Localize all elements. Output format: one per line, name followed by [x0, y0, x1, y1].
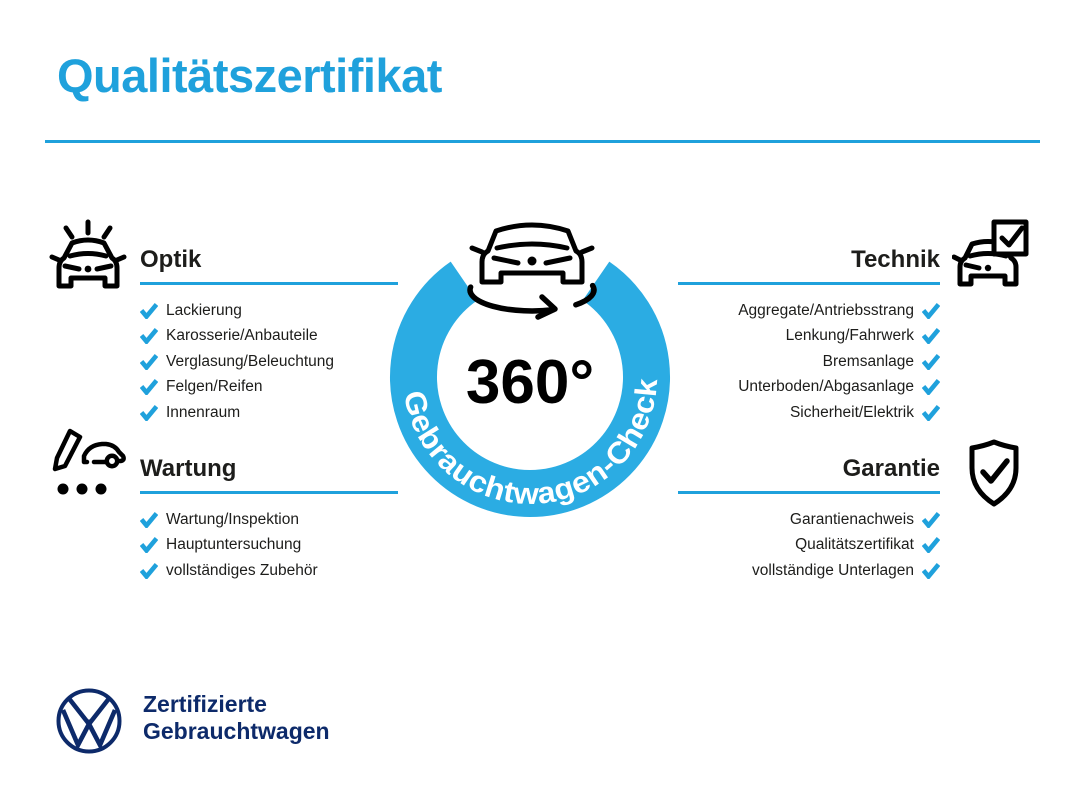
- checklist-item: Verglasung/Beleuchtung: [140, 349, 398, 375]
- checklist-garantie: Garantienachweis Qualitätszertifikat vol…: [678, 507, 940, 584]
- checklist-item: Garantienachweis: [678, 507, 940, 533]
- check-icon: [922, 353, 940, 370]
- section-garantie: Garantie Garantienachweis Qualitätszerti…: [678, 455, 940, 583]
- car-checkbox-icon: [952, 219, 1029, 287]
- 360-ring-graphic: Gebrauchtwagen-Check: [390, 261, 670, 517]
- checklist-item-label: Wartung/Inspektion: [166, 510, 299, 528]
- section-rule: [678, 490, 940, 494]
- checklist-item-label: vollständige Unterlagen: [752, 561, 914, 579]
- section-title-garantie: Garantie: [842, 455, 940, 482]
- checklist-item-label: Aggregate/Antriebsstrang: [738, 301, 914, 319]
- checklist-item: Felgen/Reifen: [140, 374, 398, 400]
- checklist-item-label: Karosserie/Anbauteile: [166, 327, 318, 345]
- checklist-item-label: Hauptuntersuchung: [166, 536, 302, 554]
- badge-degree-label: 360°: [465, 348, 595, 417]
- check-icon: [922, 562, 940, 579]
- checklist-item-label: Lackierung: [166, 301, 242, 319]
- section-title-wartung: Wartung: [140, 455, 237, 482]
- check-icon: [922, 537, 940, 554]
- section-wartung: Wartung Wartung/Inspektion Hauptuntersuc…: [140, 455, 398, 583]
- check-icon: [140, 537, 158, 554]
- checklist-item: Wartung/Inspektion: [140, 507, 398, 533]
- check-icon: [922, 379, 940, 396]
- checklist-item-label: Bremsanlage: [822, 352, 914, 370]
- car-front-rotation-icon: [467, 222, 597, 320]
- pencil-car-checklist-icon: [52, 428, 126, 495]
- checklist-item-label: Sicherheit/Elektrik: [789, 403, 914, 421]
- check-icon: [140, 404, 158, 421]
- check-icon: [922, 404, 940, 421]
- section-rule: [678, 281, 940, 285]
- check-icon: [922, 328, 940, 345]
- shield-check-icon: [969, 439, 1019, 507]
- check-icon: [140, 353, 158, 370]
- section-title-optik: Optik: [140, 246, 202, 273]
- vw-logo: [56, 688, 122, 754]
- check-icon: [922, 302, 940, 319]
- checklist-item-label: Felgen/Reifen: [166, 378, 263, 396]
- car-shine-icon: [49, 219, 127, 289]
- checklist-item: vollständiges Zubehör: [140, 558, 398, 584]
- footer-brand-line2: Gebrauchtwagen: [143, 718, 330, 744]
- section-rule: [140, 490, 398, 494]
- checklist-item-label: vollständiges Zubehör: [166, 561, 318, 579]
- section-optik: Optik Lackierung Karosserie/Anbauteile V…: [140, 246, 398, 425]
- checklist-item-label: Qualitätszertifikat: [795, 536, 914, 554]
- check-icon: [140, 328, 158, 345]
- checklist-item-label: Garantienachweis: [789, 510, 914, 528]
- checklist-optik: Lackierung Karosserie/Anbauteile Verglas…: [140, 298, 398, 426]
- section-technik: Technik Aggregate/Antriebsstrang Lenkung…: [678, 246, 940, 425]
- section-rule: [140, 281, 398, 285]
- checklist-item: Bremsanlage: [678, 349, 940, 375]
- check-icon: [140, 562, 158, 579]
- footer-brand-line1: Zertifizierte: [143, 691, 267, 717]
- checklist-item: Aggregate/Antriebsstrang: [678, 298, 940, 324]
- check-icon: [922, 511, 940, 528]
- check-icon: [140, 379, 158, 396]
- page-title: Qualitätszertifikat: [57, 49, 442, 102]
- ring-arc: [390, 261, 670, 517]
- check-icon: [140, 511, 158, 528]
- checklist-item-label: Unterboden/Abgasanlage: [738, 378, 914, 396]
- checklist-item-label: Innenraum: [166, 403, 241, 421]
- footer-brand-text: Zertifizierte Gebrauchtwagen: [143, 691, 330, 745]
- checklist-item: Lackierung: [140, 298, 398, 324]
- checklist-technik: Aggregate/Antriebsstrang Lenkung/Fahrwer…: [678, 298, 940, 426]
- checklist-item: Qualitätszertifikat: [678, 532, 940, 558]
- checklist-item: vollständige Unterlagen: [678, 558, 940, 584]
- checklist-item: Unterboden/Abgasanlage: [678, 374, 940, 400]
- checklist-item: Karosserie/Anbauteile: [140, 323, 398, 349]
- check-icon: [140, 302, 158, 319]
- section-title-technik: Technik: [851, 246, 940, 273]
- checklist-item: Innenraum: [140, 400, 398, 426]
- checklist-item: Sicherheit/Elektrik: [678, 400, 940, 426]
- checklist-wartung: Wartung/Inspektion Hauptuntersuchung vol…: [140, 507, 398, 584]
- checklist-item-label: Verglasung/Beleuchtung: [166, 352, 335, 370]
- title-divider: [45, 140, 1040, 143]
- checklist-item-label: Lenkung/Fahrwerk: [785, 327, 914, 345]
- checklist-item: Lenkung/Fahrwerk: [678, 323, 940, 349]
- checklist-item: Hauptuntersuchung: [140, 532, 398, 558]
